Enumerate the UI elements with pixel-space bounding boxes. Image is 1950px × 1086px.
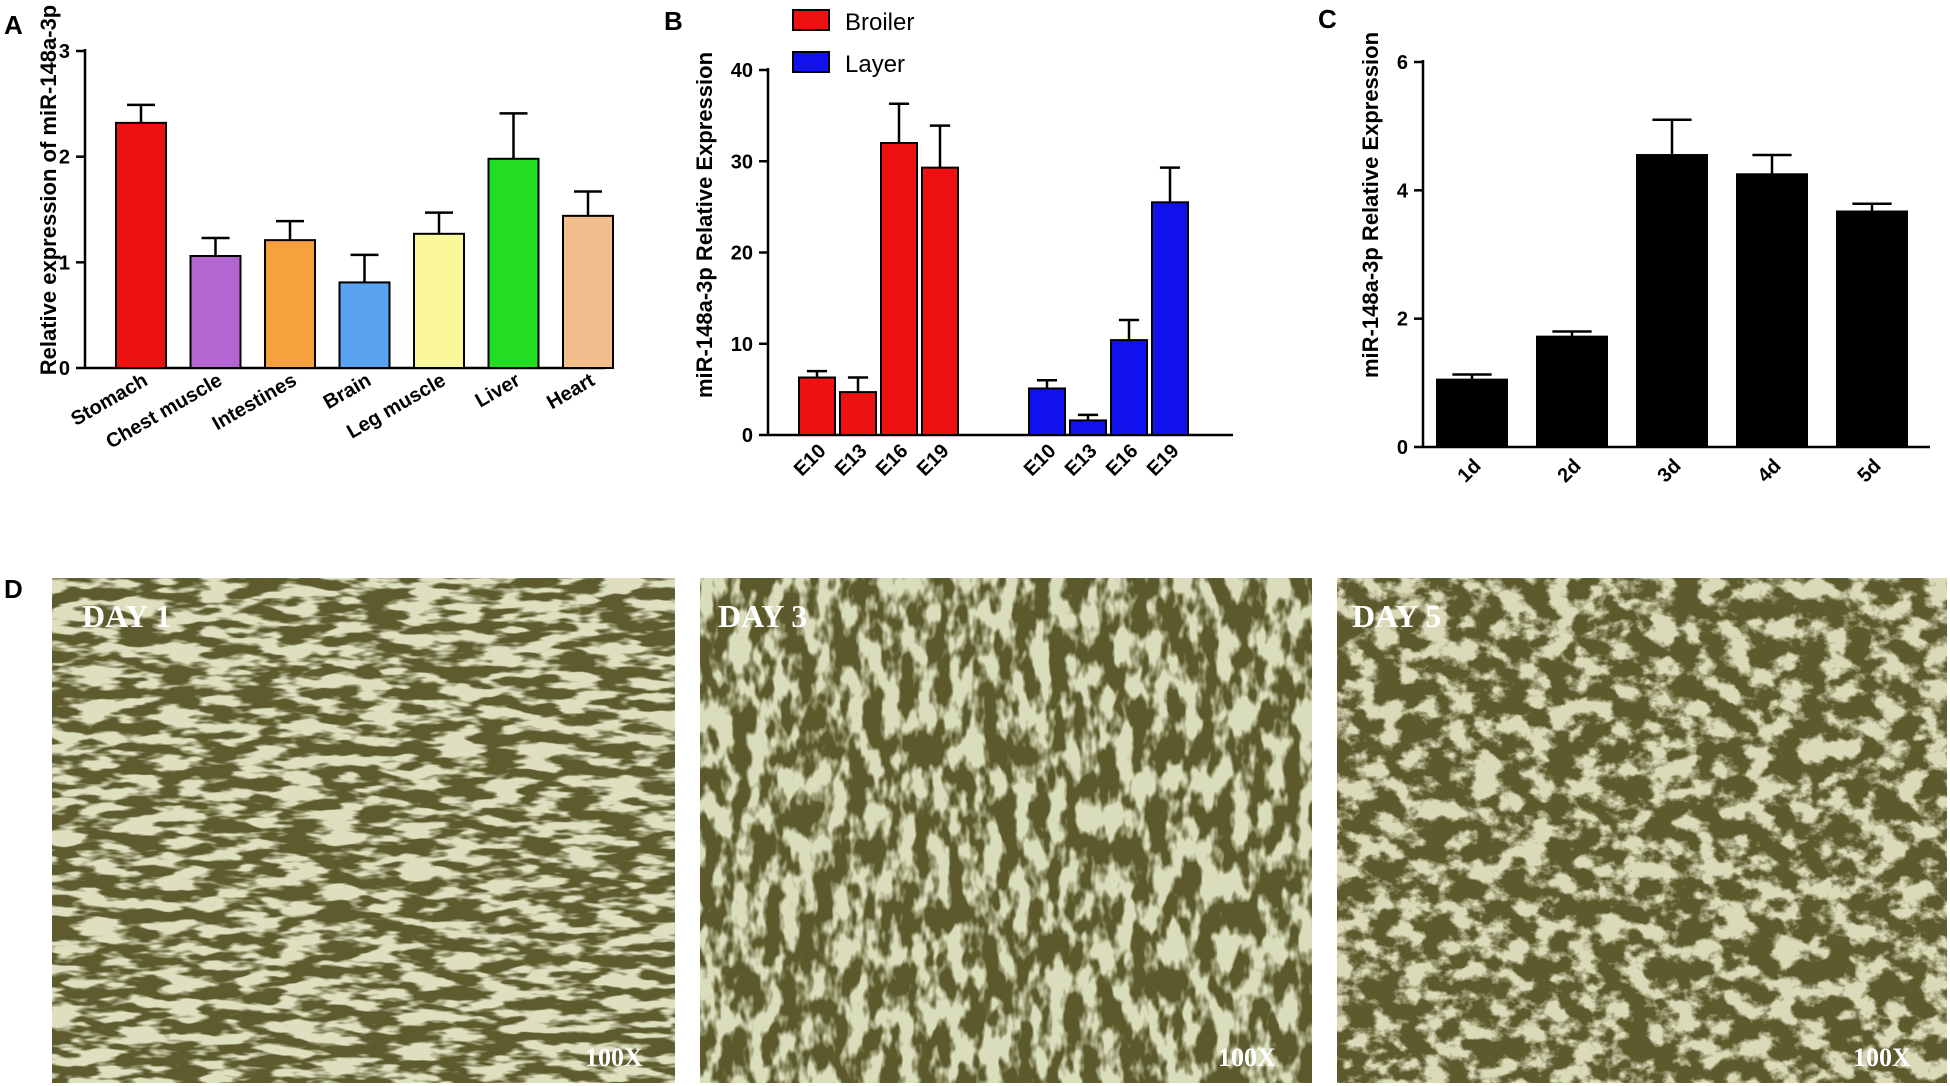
micrograph-day-3: DAY 3 100X [700,578,1312,1083]
cell-texture [1337,578,1947,1083]
panel-b-layer-bar [1069,419,1107,436]
micrograph-day-label: DAY 3 [718,598,807,634]
panel-c-bar [1536,335,1608,448]
panel-b-category-label: E13 [1061,440,1102,481]
panel-a-bar [264,239,316,369]
panel-a-bar [413,232,465,369]
panel-b-y-tick-label: 40 [731,60,753,82]
panel-b-broiler-bar [798,376,836,437]
panel-b-y-tick-label: 30 [731,151,753,173]
panel-b-category-label: E19 [1143,440,1184,481]
panel-b: B miR-148a-3p Relative Expression 0 10 20 3… [664,6,1233,481]
panel-c-y-tick-label: 4 [1397,180,1409,202]
panel-c-y-tick-label: 0 [1397,437,1408,459]
panel-c-category-label: 5d [1853,455,1885,487]
panel-letter-c: C [1318,4,1337,34]
panel-a-bar [562,214,614,369]
panel-c-category-label: 1d [1453,455,1485,487]
panel-b-category-label: E16 [872,440,913,481]
panel-c-bar [1436,378,1508,448]
panel-a-bar [487,157,540,369]
magnification-label: 100X [1218,1043,1276,1072]
panel-a-y-axis-label: Relative expression of miR-148a-3p [36,5,61,375]
cell-texture [700,578,1312,1083]
cell-texture [52,578,675,1083]
legend-label-broiler: Broiler [845,9,914,36]
panel-a-category-label: Brain [320,369,375,414]
panel-c-y-tick-label: 2 [1397,309,1408,331]
panel-b-layer-bar [1028,387,1066,436]
panel-b-layer-bar [1110,339,1148,437]
micrograph-day-5: DAY 5 100X [1337,578,1947,1083]
panel-b-y-tick-label: 0 [742,425,753,447]
panel-b-category-label: E19 [913,440,954,481]
panel-a-bar [115,121,167,369]
magnification-label: 100X [1853,1043,1911,1072]
panel-b-category-label: E16 [1102,440,1143,481]
micrograph-day-1: DAY 1 100X [52,578,675,1083]
panel-letter-d: D [4,574,23,604]
panel-b-broiler-bar [839,391,877,436]
panel-c-bar [1736,173,1808,449]
panel-c-category-labels: 1d 2d 3d 4d 5d [1453,455,1885,487]
panel-b-broiler-bar [880,142,918,436]
panel-a-category-label: Intestines [209,369,301,435]
panel-b-category-label: E10 [1020,440,1061,481]
panel-a-y-tick-label: 1 [59,252,70,274]
panel-c-bar [1836,210,1908,448]
panel-c-category-label: 4d [1753,455,1785,487]
panel-a-bars [115,103,614,369]
panel-b-y-tick-label: 20 [731,243,753,265]
panel-c-bars [1436,118,1908,449]
panel-b-legend: Broiler Layer [792,9,914,78]
panel-d: D DAY 1 100X DAY 3 100X DAY 5 100X [4,574,1947,1083]
panel-a-category-label: Liver [472,369,525,412]
panel-b-broiler-bar [921,166,959,436]
legend-swatch-layer [792,51,830,73]
panel-c-category-label: 2d [1553,455,1585,487]
panel-b-category-label: E13 [831,440,872,481]
panel-letter-a: A [4,10,23,40]
panel-b-y-axis-label: miR-148a-3p Relative Expression [692,52,717,398]
panel-b-y-tick-label: 10 [731,334,753,356]
panel-a-bar [189,254,242,369]
panel-a-y-tick-label: 2 [59,147,70,169]
legend-label-layer: Layer [845,51,905,78]
panel-a-y-tick-label: 0 [59,358,70,380]
panel-b-layer-bar [1151,201,1189,436]
panel-a-bar [338,281,391,369]
magnification-label: 100X [585,1043,643,1072]
micrograph-day-label: DAY 1 [82,598,171,634]
panel-c-y-axis-label: miR-148a-3p Relative Expression [1358,32,1383,378]
panel-a: A Relative expression of miR-148a-3p 0 1 2… [4,5,614,453]
panel-b-category-label: E10 [790,440,831,481]
panel-c-category-label: 3d [1653,455,1685,487]
micrograph-day-label: DAY 5 [1352,598,1441,634]
panel-c-bar [1636,154,1708,449]
panel-b-bars [798,102,1189,437]
panel-b-category-labels: E10 E13 E16 E19 E10 E13 E16 E19 [790,440,1184,481]
panel-a-category-label: Heart [543,369,599,414]
panel-c-y-tick-label: 6 [1397,52,1408,74]
panel-a-y-tick-label: 3 [59,41,70,63]
legend-swatch-broiler [792,9,830,31]
panel-c: C miR-148a-3p Relative Expression 0 2 4 6 1… [1318,4,1930,487]
panel-letter-b: B [664,6,683,36]
